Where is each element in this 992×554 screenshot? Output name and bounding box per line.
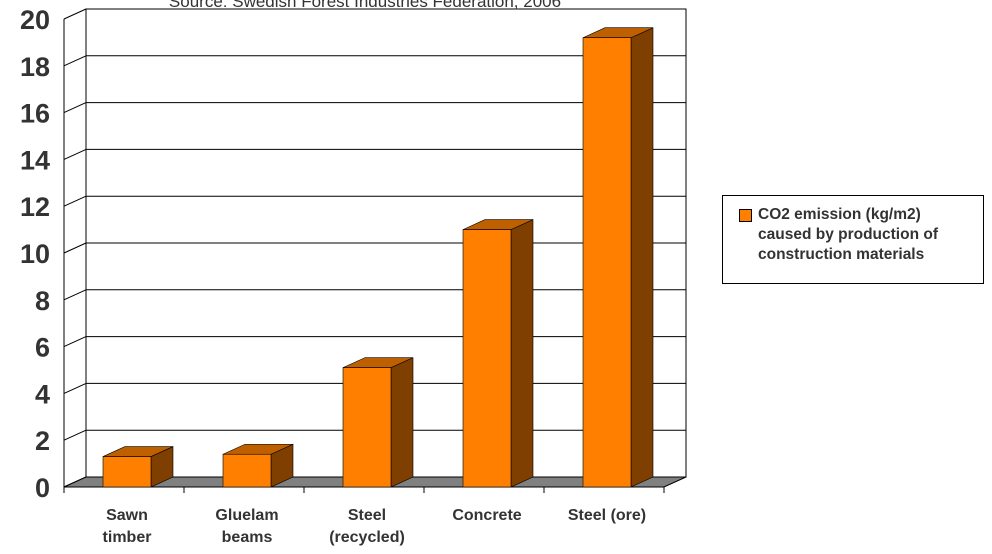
side-gridline bbox=[63, 336, 87, 348]
y-tick-label: 6 bbox=[35, 333, 50, 363]
x-tick-label: Steel (ore) bbox=[568, 507, 646, 524]
legend-label: CO2 emission (kg/m2) caused by productio… bbox=[758, 206, 938, 263]
y-tick-label: 20 bbox=[20, 5, 50, 35]
y-tick-label: 16 bbox=[20, 99, 50, 129]
x-tick-label: Sawn timber bbox=[103, 507, 152, 546]
bar bbox=[222, 453, 272, 488]
y-tick-label: 2 bbox=[35, 426, 50, 456]
bar bbox=[582, 37, 632, 488]
side-gridline bbox=[63, 242, 87, 254]
side-gridline bbox=[63, 8, 87, 20]
y-tick-label: 18 bbox=[20, 52, 50, 82]
x-tick-label: Gluelam beams bbox=[215, 507, 278, 546]
bar-side bbox=[630, 27, 654, 488]
bar-side bbox=[510, 219, 534, 488]
bar bbox=[342, 367, 392, 488]
side-gridline bbox=[63, 289, 87, 301]
legend-swatch bbox=[739, 209, 752, 222]
y-tick-label: 10 bbox=[20, 239, 50, 269]
bar bbox=[462, 229, 512, 488]
y-tick-label: 8 bbox=[35, 286, 50, 316]
y-tick-label: 4 bbox=[35, 379, 50, 409]
side-gridline bbox=[63, 195, 87, 207]
side-gridline bbox=[63, 148, 87, 160]
y-tick-label: 14 bbox=[20, 145, 50, 175]
y-tick-label: 12 bbox=[20, 192, 50, 222]
y-tick-label: 0 bbox=[35, 473, 50, 503]
chart-subtitle: Source: Swedish Forest Industries Federa… bbox=[169, 0, 561, 11]
side-gridline bbox=[63, 382, 87, 394]
bar-side bbox=[390, 357, 414, 488]
chart-legend: CO2 emission (kg/m2) caused by productio… bbox=[722, 195, 984, 284]
x-tick-label: Concrete bbox=[452, 507, 521, 524]
bar bbox=[102, 456, 152, 488]
side-gridline bbox=[63, 102, 87, 114]
side-gridline bbox=[63, 429, 87, 441]
x-tick-label: Steel (recycled) bbox=[329, 507, 405, 546]
side-gridline bbox=[63, 55, 87, 67]
